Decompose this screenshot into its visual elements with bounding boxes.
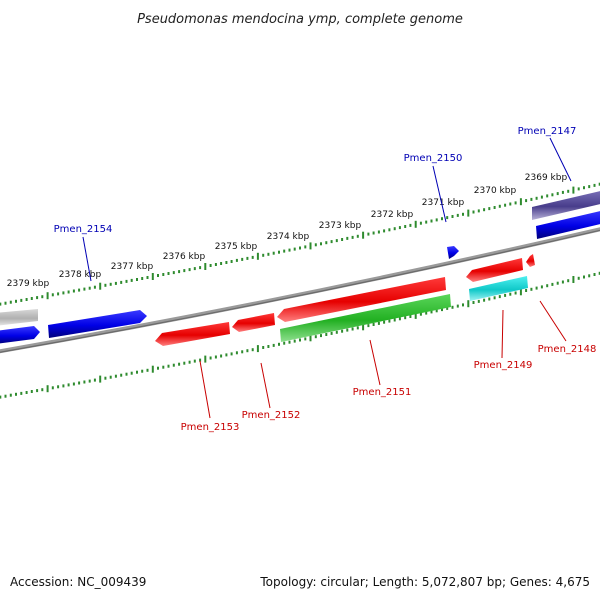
- gene-arrow-pmen-2147[interactable]: [532, 190, 600, 220]
- gene-arrow-pmen-2149-cyan[interactable]: [469, 276, 528, 301]
- topology-summary-text: Topology: circular; Length: 5,072,807 bp…: [259, 575, 590, 589]
- gene-arrow-pmen-2150[interactable]: [447, 246, 459, 259]
- outer-tick-ring: [0, 182, 600, 306]
- leader-pmen-2148: [539, 300, 567, 342]
- kbp-label: 2373 kbp: [319, 221, 362, 231]
- kbp-label: 2370 kbp: [474, 186, 517, 196]
- gene-arrow-pmen-2154[interactable]: [48, 310, 147, 338]
- gene-arrow-pmen-2152[interactable]: [232, 313, 275, 332]
- leader-pmen-2153: [199, 360, 211, 419]
- gene-label-pmen-2150[interactable]: Pmen_2150: [404, 153, 463, 164]
- kbp-label: 2371 kbp: [422, 198, 465, 208]
- gene-label-pmen-2148[interactable]: Pmen_2148: [538, 344, 597, 355]
- gene-label-pmen-2149[interactable]: Pmen_2149: [474, 360, 533, 371]
- kbp-label: 2375 kbp: [215, 242, 258, 252]
- kbp-label: 2374 kbp: [267, 232, 310, 242]
- genome-backbone: [0, 227, 600, 354]
- gene-arrow-pmen-2151[interactable]: [277, 277, 446, 322]
- leader-pmen-2149: [501, 309, 504, 359]
- forward-strand-genes: [0, 190, 600, 344]
- accession-text: Accession: NC_009439: [10, 575, 146, 589]
- leader-pmen-2151: [369, 339, 381, 386]
- gene-arrow-pmen-2148[interactable]: [526, 254, 535, 267]
- leader-lines: [82, 137, 572, 419]
- reverse-strand-genes: [155, 254, 535, 346]
- gene-arrow-blue-right[interactable]: [536, 210, 600, 239]
- gene-arrow-blue[interactable]: [0, 326, 40, 344]
- gene-arrow-gray[interactable]: [0, 309, 38, 326]
- leader-pmen-2154: [82, 236, 92, 282]
- leader-pmen-2150: [432, 165, 447, 223]
- inner-tick-ring: [0, 271, 600, 399]
- leader-pmen-2152: [260, 362, 271, 409]
- kbp-label: 2377 kbp: [111, 262, 154, 272]
- kbp-label: 2372 kbp: [371, 210, 414, 220]
- map-title: Pseudomonas mendocina ymp, complete geno…: [137, 12, 463, 27]
- gene-arrow-pmen-2151-green[interactable]: [280, 294, 451, 342]
- gene-arrow-pmen-2149[interactable]: [466, 258, 523, 282]
- kbp-label: 2376 kbp: [163, 252, 206, 262]
- gene-labels: Pmen_2154 Pmen_2150 Pmen_2147 Pmen_2153 …: [54, 126, 597, 433]
- gene-arrow-pmen-2153[interactable]: [155, 322, 230, 346]
- kbp-label: 2379 kbp: [7, 279, 50, 289]
- gene-label-pmen-2153[interactable]: Pmen_2153: [181, 422, 240, 433]
- leader-pmen-2147: [549, 137, 572, 182]
- gene-label-pmen-2152[interactable]: Pmen_2152: [242, 410, 301, 421]
- genome-backbone-shadow: [0, 229, 600, 353]
- kbp-labels: 2379 kbp 2378 kbp 2377 kbp 2376 kbp 2375…: [7, 173, 568, 289]
- gene-label-pmen-2154[interactable]: Pmen_2154: [54, 224, 113, 235]
- kbp-label: 2369 kbp: [525, 173, 568, 183]
- gene-label-pmen-2151[interactable]: Pmen_2151: [353, 387, 412, 398]
- gene-label-pmen-2147[interactable]: Pmen_2147: [518, 126, 577, 137]
- kbp-label: 2378 kbp: [59, 270, 102, 280]
